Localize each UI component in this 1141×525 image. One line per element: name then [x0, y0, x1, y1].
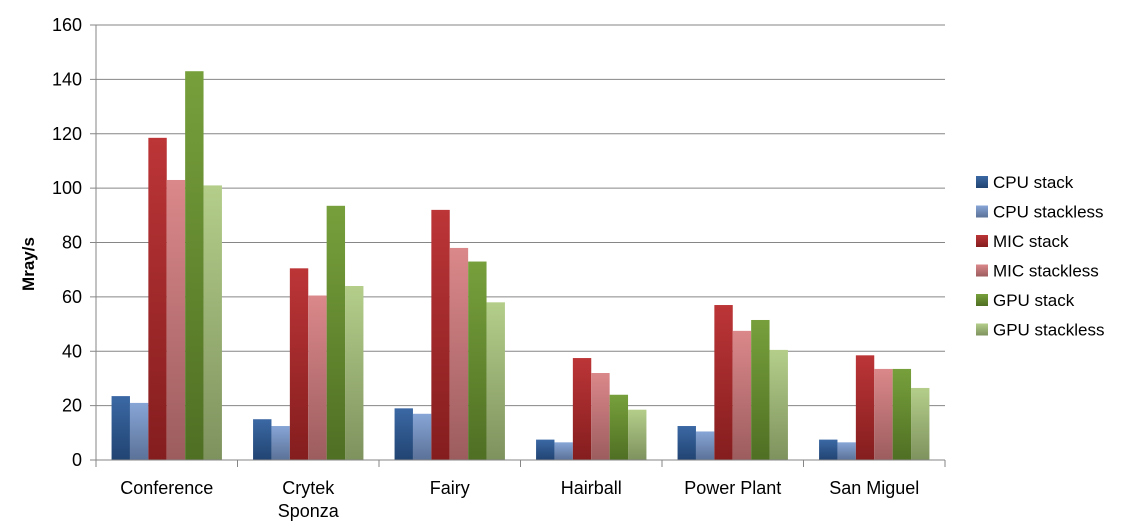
bar-gpu-stackless — [911, 387, 930, 460]
y-tick-label: 60 — [62, 287, 82, 307]
legend: CPU stack CPU stackless MIC stack MIC stack… — [976, 173, 1104, 340]
x-tick-label: Conference — [120, 478, 213, 498]
bar-gpu-stack — [609, 394, 629, 460]
bar-gpu-stack — [468, 261, 487, 460]
bar-mic-stack — [714, 305, 733, 460]
bar-mic-stack — [431, 209, 450, 460]
legend-label: MIC stackless — [993, 262, 1099, 281]
bar-gpu-stack — [892, 368, 912, 460]
legend-label: CPU stackless — [993, 203, 1104, 222]
bar-cpu-stackless — [129, 402, 149, 460]
bar-mic-stackless — [166, 179, 186, 460]
y-axis-label: Mray/s — [19, 237, 38, 291]
bar-gpu-stackless — [486, 302, 505, 460]
legend-swatch — [976, 264, 988, 277]
bar-cpu-stack — [111, 396, 130, 460]
x-tick-label: Fairy — [430, 478, 470, 498]
x-tick-labels: Conference Crytek Sponza Fairy Hairball Power… — [120, 478, 919, 521]
y-tick-labels: 0 20 40 60 80 100 120 140 160 — [52, 15, 82, 470]
bar-mic-stack — [572, 358, 592, 460]
x-tick-label: Crytek — [282, 478, 335, 498]
bar-cpu-stack — [394, 408, 413, 460]
bar-cpu-stackless — [271, 426, 290, 460]
y-tick-label: 20 — [62, 396, 82, 416]
legend-label: MIC stack — [993, 232, 1069, 251]
bar-cpu-stackless — [554, 442, 573, 460]
bar-mic-stack — [289, 268, 309, 460]
bar-gpu-stack — [751, 319, 770, 460]
legend-swatch — [976, 235, 988, 247]
legend-swatch — [976, 176, 988, 188]
x-tick-label: Power Plant — [684, 478, 781, 498]
bar-gpu-stack — [185, 71, 204, 460]
x-tick-label: San Miguel — [829, 478, 919, 498]
bar-cpu-stack — [253, 419, 272, 460]
bar-gpu-stack — [326, 205, 346, 460]
legend-swatch — [976, 323, 988, 336]
gridlines — [96, 24, 945, 407]
y-tick-label: 40 — [62, 341, 82, 361]
bar-cpu-stackless — [837, 442, 856, 460]
y-tick-label: 0 — [72, 450, 82, 470]
legend-label: CPU stack — [993, 173, 1074, 192]
bar-gpu-stackless — [628, 409, 647, 460]
bar-mic-stackless — [732, 330, 752, 460]
y-tick-label: 100 — [52, 178, 82, 198]
bar-cpu-stack — [677, 426, 696, 460]
bar-mic-stackless — [874, 368, 893, 460]
y-tick-label: 160 — [52, 15, 82, 35]
bar-mic-stack — [855, 355, 875, 460]
bar-gpu-stackless — [203, 185, 222, 460]
bar-mic-stackless — [591, 373, 610, 460]
bar-gpu-stackless — [345, 286, 364, 460]
x-tick-label: Hairball — [561, 478, 622, 498]
bar-gpu-stackless — [769, 349, 788, 460]
bar-cpu-stack — [536, 439, 555, 460]
legend-label: GPU stack — [993, 291, 1075, 310]
legend-swatch — [976, 205, 988, 218]
bar-cpu-stack — [819, 439, 838, 460]
bar-mic-stack — [148, 137, 167, 460]
y-tick-label: 120 — [52, 124, 82, 144]
bar-mic-stackless — [308, 295, 327, 460]
y-tick-label: 80 — [62, 233, 82, 253]
y-tick-label: 140 — [52, 69, 82, 89]
bar-cpu-stackless — [412, 413, 432, 460]
bar-cpu-stackless — [695, 431, 715, 460]
x-tick-label: Sponza — [278, 501, 340, 521]
legend-label: GPU stackless — [993, 321, 1104, 340]
bars — [111, 71, 930, 460]
axes — [90, 24, 946, 467]
legend-swatch — [976, 294, 988, 306]
bar-mic-stackless — [449, 247, 469, 460]
